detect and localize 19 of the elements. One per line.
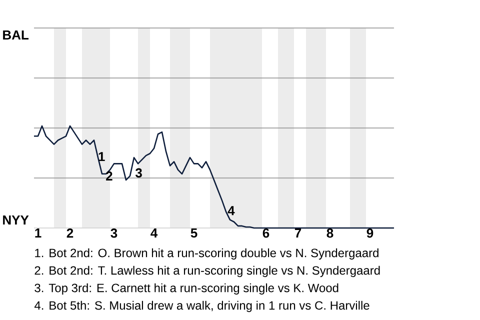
text: BAL [3,30,29,40]
x-tick-label: 2 [66,228,74,238]
x-tick-label: 7 [294,228,302,238]
x-tick-label: 9 [366,228,374,238]
text: NYY [3,216,29,224]
annotation: 3 [135,168,142,178]
annotation: 1 [98,152,105,162]
x-tick-label: 8 [326,228,334,238]
x-tick-label: 4 [150,228,158,238]
x-tick-label: 5 [190,228,198,238]
x-tick-label: 3 [110,228,118,238]
x-tick-label: 6 [262,228,270,238]
text: 1. Bot 2nd: O. Brown hit a run-scoring double vs N. Syndergaard [35,248,378,260]
annotation: 2 [106,171,112,180]
x-tick-label: 1 [35,228,42,238]
text: 2. Bot 2nd: T. Lawless hit a run-scoring single vs N. Syndergaard [34,266,380,278]
annotation: 4 [228,206,235,216]
text: 4. Bot 5th: S. Musial drew a walk, driving in 1 run vs C. Harville [34,300,370,312]
text: 3. Top 3rd: E. Carnett hit a run-scoring single vs K. Wood [34,283,338,295]
